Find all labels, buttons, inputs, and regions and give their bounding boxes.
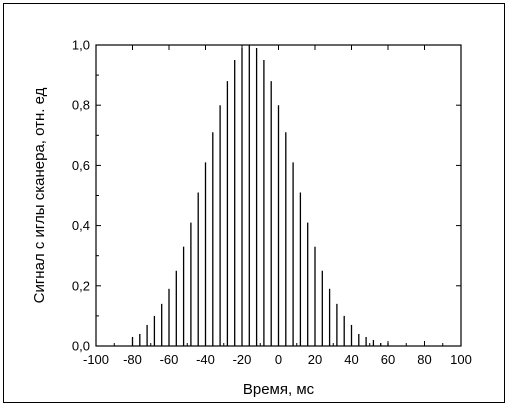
chart-frame: -100 -80 -60 -40 -20 0 20 40 60 80 100 0,0 0,2 0,4 0,… xyxy=(3,3,505,403)
x-tick-label: 100 xyxy=(450,352,472,367)
y-tick-label: 1,0 xyxy=(72,38,90,53)
x-tick-label: 60 xyxy=(381,352,395,367)
y-axis-label: Сигнал с иглы сканера, отн. ед xyxy=(31,87,48,303)
x-axis-ticks: -100 -80 -60 -40 -20 0 20 40 60 80 100 xyxy=(83,45,472,367)
x-tick-label: 0 xyxy=(275,352,282,367)
chart: -100 -80 -60 -40 -20 0 20 40 60 80 100 0,00,20,40,… xyxy=(31,38,472,399)
x-tick-label: -40 xyxy=(196,352,215,367)
x-axis-label: Время, мс xyxy=(243,381,315,398)
x-tick-label: -100 xyxy=(83,352,109,367)
plot-area: -100 -80 -60 -40 -20 0 20 40 60 80 100 0,00,20,40,… xyxy=(72,38,472,368)
x-tick-label: -80 xyxy=(123,352,142,367)
x-tick-label: 20 xyxy=(308,352,322,367)
y-tick-label: 0,4 xyxy=(72,218,90,233)
y-tick-label: 0,0 xyxy=(72,339,90,354)
x-tick-label: 40 xyxy=(344,352,358,367)
x-tick-label: -20 xyxy=(233,352,252,367)
y-axis-ticks: 0,0 0,2 0,4 0,6 0,8 1,0 xyxy=(72,38,461,354)
y-tick-label: 0,2 xyxy=(72,278,90,293)
y-tick-label: 0,6 xyxy=(72,158,90,173)
y-tick-label: 0,8 xyxy=(72,98,90,113)
x-tick-label: -60 xyxy=(160,352,179,367)
bars xyxy=(131,45,389,346)
x-tick-label: 80 xyxy=(417,352,431,367)
